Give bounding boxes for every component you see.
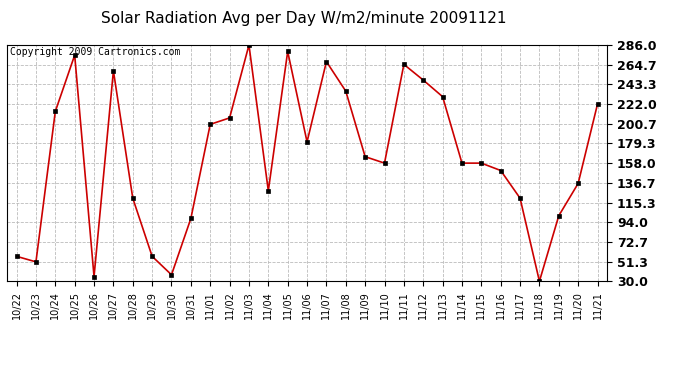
Text: Solar Radiation Avg per Day W/m2/minute 20091121: Solar Radiation Avg per Day W/m2/minute … [101, 11, 506, 26]
Text: Copyright 2009 Cartronics.com: Copyright 2009 Cartronics.com [10, 47, 180, 57]
